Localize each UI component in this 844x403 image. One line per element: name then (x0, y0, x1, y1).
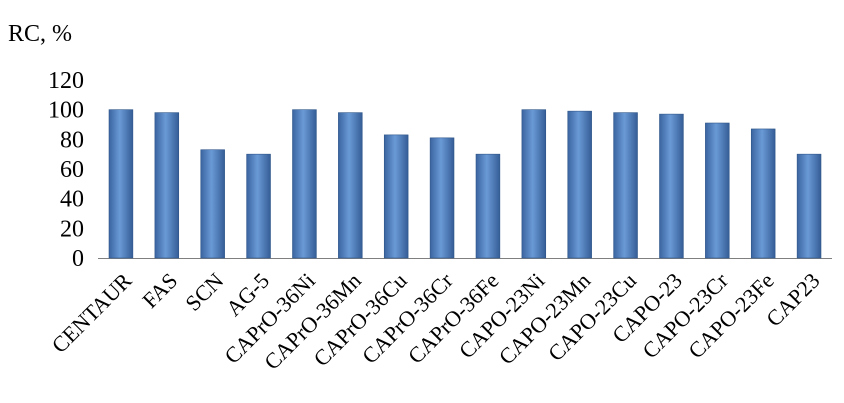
category-label: CAP23 (761, 268, 824, 331)
y-tick-label: 0 (72, 246, 84, 272)
bar (659, 113, 684, 259)
y-tick-label: 120 (48, 68, 84, 94)
bar (154, 112, 180, 259)
bars (108, 109, 822, 259)
bar (338, 112, 363, 259)
category-label: FAS (137, 268, 182, 313)
bar (796, 153, 822, 259)
bar (292, 109, 317, 259)
bar (200, 149, 225, 259)
bar (475, 153, 501, 259)
bar (521, 109, 547, 259)
bar (705, 122, 730, 259)
bar (567, 110, 592, 259)
bar (750, 128, 776, 259)
category-label: CENTAUR (47, 268, 137, 358)
bar (613, 112, 638, 259)
bar (246, 153, 271, 259)
y-tick-labels: 0 20 40 60 80 100 120 (48, 68, 84, 272)
bar (383, 134, 409, 259)
y-tick-label: 100 (48, 98, 84, 124)
y-tick-label: 40 (60, 187, 84, 213)
y-axis-label: RC, % (8, 21, 72, 47)
bar (429, 137, 455, 259)
y-tick-label: 20 (60, 216, 84, 242)
category-label: SCN (180, 268, 228, 316)
y-tick-label: 80 (60, 127, 84, 153)
bar (108, 109, 134, 259)
y-tick-label: 60 (60, 157, 84, 183)
category-labels: CENTAUR FASSCNAG-5CAPrO-36NiCAPrO-36MnCAP… (47, 267, 825, 374)
